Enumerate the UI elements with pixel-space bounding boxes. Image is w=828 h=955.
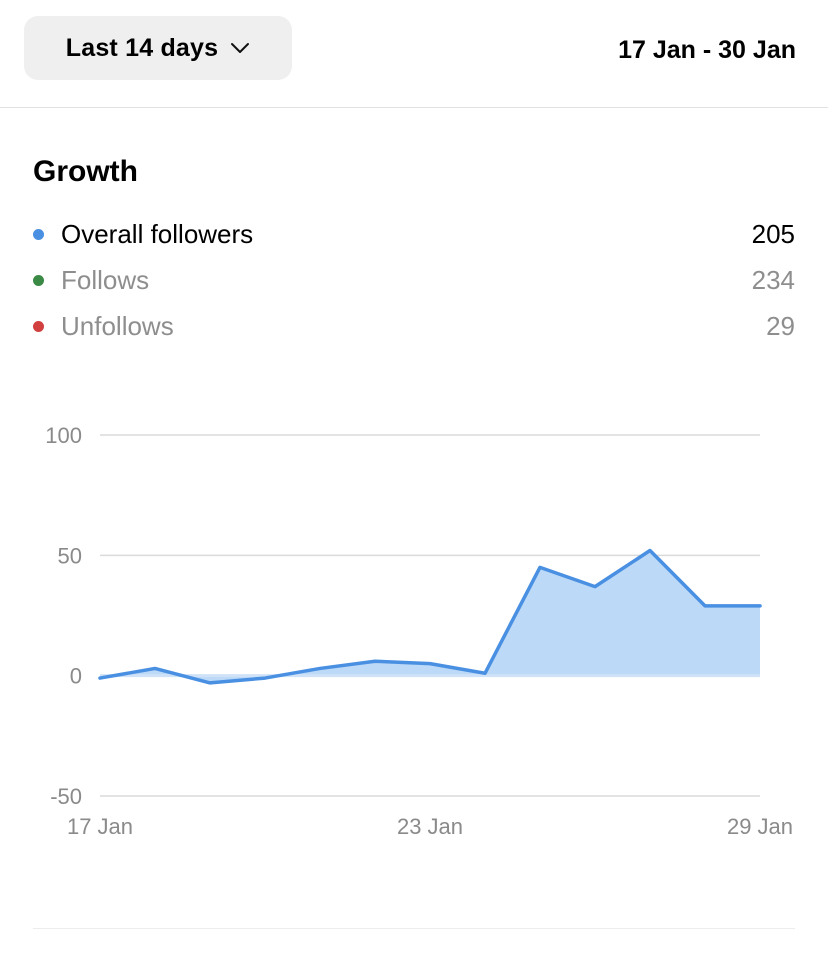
legend-dot bbox=[33, 274, 44, 286]
data-point bbox=[648, 549, 652, 553]
bottom-divider bbox=[33, 928, 795, 929]
series-area bbox=[100, 550, 760, 683]
date-range-text: 17 Jan - 30 Jan bbox=[618, 36, 796, 64]
data-point bbox=[428, 662, 432, 666]
legend-label: Follows bbox=[61, 264, 150, 295]
date-range-selector[interactable]: Last 14 days bbox=[24, 16, 292, 80]
data-point bbox=[758, 604, 762, 608]
data-point bbox=[538, 565, 542, 569]
legend-label: Overall followers bbox=[61, 218, 254, 249]
data-point bbox=[208, 681, 212, 685]
y-tick-label: -50 bbox=[50, 784, 82, 809]
data-point bbox=[318, 666, 322, 670]
y-tick-label: 100 bbox=[45, 423, 82, 448]
series-line bbox=[98, 548, 762, 685]
legend-label: Unfollows bbox=[61, 310, 174, 341]
y-tick-label: 50 bbox=[58, 543, 82, 568]
legend-item-follows[interactable]: Follows 234 bbox=[33, 263, 795, 297]
y-tick-label: 0 bbox=[70, 664, 82, 689]
date-range-selector-label: Last 14 days bbox=[65, 33, 219, 62]
legend-dot bbox=[33, 228, 44, 240]
x-tick-label: 29 Jan bbox=[727, 814, 793, 839]
data-point bbox=[703, 604, 707, 608]
data-point bbox=[373, 659, 377, 663]
header-divider bbox=[0, 107, 828, 108]
x-tick-label: 17 Jan bbox=[67, 814, 133, 839]
data-point bbox=[593, 585, 597, 589]
data-point bbox=[263, 676, 267, 680]
legend-dot bbox=[33, 320, 44, 332]
growth-title: Growth bbox=[33, 155, 138, 188]
data-point bbox=[153, 666, 157, 670]
x-tick-label: 23 Jan bbox=[397, 814, 463, 839]
data-point bbox=[98, 676, 102, 680]
legend-item-overall-followers[interactable]: Overall followers 205 bbox=[33, 217, 795, 251]
growth-chart: 100 50 0 -50 17 Jan 23 Jan 29 Jan bbox=[45, 423, 793, 839]
chevron-down-icon bbox=[231, 43, 250, 53]
legend-value: 29 bbox=[766, 310, 795, 341]
legend-item-unfollows[interactable]: Unfollows 29 bbox=[33, 309, 795, 343]
legend-value: 234 bbox=[751, 264, 795, 295]
data-point bbox=[483, 671, 487, 675]
legend-value: 205 bbox=[751, 218, 795, 249]
